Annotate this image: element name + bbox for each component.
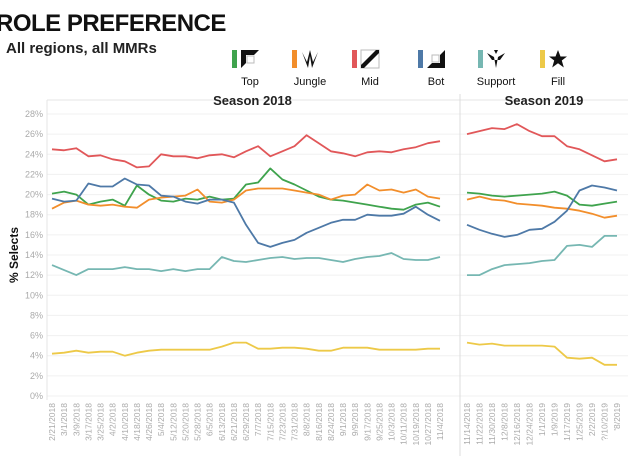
x-tick-label: 11/4/2018: [435, 403, 445, 440]
y-tick-label: 22%: [25, 169, 43, 179]
x-tick-label: 10/3/2018: [387, 403, 397, 441]
x-tick-label: 10/11/2018: [399, 403, 409, 445]
x-tick-label: '8/2019: [612, 403, 622, 431]
series-line-jungle: [466, 195, 618, 219]
legend-swatch-mid: [352, 50, 357, 68]
x-tick-label: 11/14/2018: [462, 403, 472, 445]
series-line-fill: [466, 341, 617, 366]
x-tick-label: 1/9/2019: [550, 403, 560, 436]
x-tick-label: 1/17/2019: [562, 403, 572, 441]
star-icon: [549, 50, 567, 68]
x-tick-label: 11/22/2018: [475, 403, 485, 445]
x-tick-label: 3/1/2018: [59, 403, 69, 436]
series-line-top: [466, 190, 618, 207]
legend-swatch-bot: [418, 50, 423, 68]
x-tick-label: 8/8/2018: [302, 403, 312, 436]
x-tick-label: 4/26/2018: [144, 403, 154, 441]
support-wings-icon: [487, 50, 505, 68]
top-lane-icon: [241, 50, 259, 68]
series-line-fill: [51, 341, 440, 357]
y-tick-label: 2%: [30, 371, 43, 381]
x-tick-label: 10/19/2018: [411, 403, 421, 446]
chart-subtitle: All regions, all MMRs: [6, 40, 157, 57]
x-tick-label: 12/8/2018: [500, 403, 510, 441]
jungle-claw-icon: [302, 50, 318, 68]
x-tick-label: 11/30/2018: [487, 403, 497, 445]
x-tick-label: 3/17/2018: [83, 403, 93, 441]
x-tick-label: 2/2/2019: [587, 403, 597, 436]
legend-swatch-jungle: [292, 50, 297, 68]
legend-label-mid: Mid: [361, 76, 379, 88]
x-tick-label: 9/1/2018: [338, 403, 348, 436]
x-tick-label: 7/7/2018: [253, 403, 263, 436]
y-tick-label: 20%: [25, 190, 43, 200]
x-tick-label: 8/16/2018: [314, 403, 324, 441]
series-line-bot: [466, 184, 618, 238]
x-tick-label: 4/18/2018: [132, 403, 142, 441]
series-line-support: [51, 252, 441, 277]
panel-title: Season 2018: [213, 93, 292, 108]
x-tick-label: 1/1/2019: [537, 403, 547, 436]
y-tick-label: 8%: [30, 310, 43, 320]
legend-label-support: Support: [477, 76, 516, 88]
x-tick-label: 9/9/2018: [350, 403, 360, 436]
x-tick-label: 5/20/2018: [180, 403, 190, 441]
x-tick-label: 6/21/2018: [229, 403, 239, 441]
x-tick-label: 3/9/2018: [71, 403, 81, 436]
legend-label-bot: Bot: [428, 76, 445, 88]
x-tick-label: 9/17/2018: [362, 403, 372, 441]
x-tick-label: 4/10/2018: [120, 403, 130, 441]
y-tick-label: 18%: [25, 210, 43, 220]
x-tick-label: 6/13/2018: [217, 403, 227, 441]
y-tick-label: 26%: [25, 129, 43, 139]
bot-lane-icon: [427, 50, 445, 68]
x-tick-label: 7/15/2018: [265, 403, 275, 441]
panel-title: Season 2019: [505, 93, 584, 108]
x-tick-label: 6/29/2018: [241, 403, 251, 441]
chart-title: ROLE PREFERENCE: [0, 10, 226, 37]
x-tick-label: 9/25/2018: [374, 403, 384, 441]
series-line-jungle: [51, 183, 441, 210]
x-tick-label: 12/16/2018: [512, 403, 522, 446]
x-tick-label: 10/27/2018: [423, 403, 433, 446]
legend-swatch-fill: [540, 50, 545, 68]
x-tick-label: ?/10/2019: [600, 403, 610, 441]
series-line-support: [467, 234, 617, 277]
x-tick-label: 5/28/2018: [193, 403, 203, 441]
y-tick-label: 14%: [25, 250, 43, 260]
x-tick-label: 5/4/2018: [156, 403, 166, 436]
x-tick-label: 7/31/2018: [290, 403, 300, 441]
y-tick-label: 12%: [25, 270, 43, 280]
y-tick-label: 6%: [30, 331, 43, 341]
series-line-bot: [51, 177, 441, 248]
x-tick-label: 3/25/2018: [96, 403, 106, 441]
mid-lane-icon: [360, 49, 380, 69]
legend-swatch-top: [232, 50, 237, 68]
series-line-mid: [51, 134, 441, 169]
legend-label-jungle: Jungle: [294, 76, 326, 88]
x-tick-label: 4/2/2018: [108, 403, 118, 436]
x-tick-label: 5/12/2018: [168, 403, 178, 441]
x-tick-label: 12/24/2018: [525, 403, 535, 446]
x-tick-label: 7/23/2018: [277, 403, 287, 441]
x-tick-label: 1/25/2019: [575, 403, 585, 441]
y-tick-label: 10%: [25, 290, 43, 300]
y-tick-label: 4%: [30, 351, 43, 361]
legend-label-fill: Fill: [551, 76, 565, 88]
x-tick-label: 2/21/2018: [47, 403, 57, 441]
series-line-mid: [466, 123, 618, 163]
legend-label-top: Top: [241, 76, 259, 88]
y-axis-label: % Selects: [7, 227, 21, 283]
y-tick-label: 28%: [25, 109, 43, 119]
y-tick-label: 0%: [30, 391, 43, 401]
x-tick-label: 8/24/2018: [326, 403, 336, 441]
series-line-top: [51, 167, 441, 211]
y-tick-label: 16%: [25, 230, 43, 240]
legend-swatch-support: [478, 50, 483, 68]
x-tick-label: 6/5/2018: [205, 403, 215, 436]
y-tick-label: 24%: [25, 149, 43, 159]
